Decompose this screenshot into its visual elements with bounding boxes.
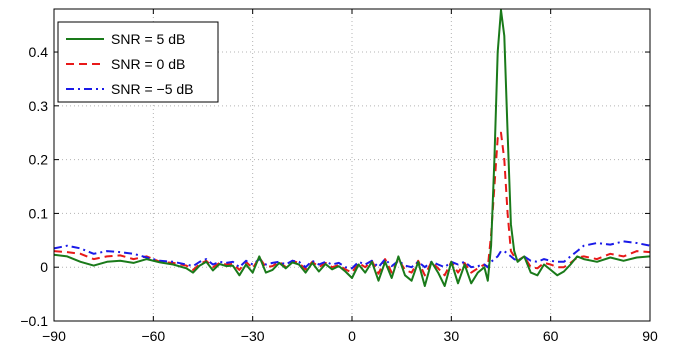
y-tick-label: 0 (40, 259, 48, 275)
y-tick-label: 0.4 (29, 44, 49, 60)
series-line-snr-0 (53, 131, 651, 277)
y-tick-label: 0.1 (29, 205, 49, 221)
legend: SNR = 5 dB SNR = 0 dB SNR = −5 dB (57, 21, 219, 103)
x-tick-label: −30 (241, 328, 265, 344)
y-tick-label: 0.2 (29, 152, 49, 168)
axis-ticks: −90 −60 −30 0 30 60 90 −0.1 0 0.1 0.2 0.3 0.4 (20, 9, 658, 344)
legend-label-snr-5: SNR = 5 dB (111, 31, 185, 47)
legend-label-snr-0: SNR = 0 dB (111, 56, 185, 72)
series-line-snr-minus5 (53, 240, 651, 270)
y-tick-label: −0.1 (20, 313, 48, 329)
x-tick-label: −90 (42, 328, 66, 344)
legend-label-snr-minus5: SNR = −5 dB (111, 81, 194, 97)
series-line-snr-5 (53, 9, 651, 287)
y-tick-label: 0.3 (29, 98, 49, 114)
x-tick-label: 90 (642, 328, 658, 344)
x-tick-label: −60 (141, 328, 165, 344)
x-tick-label: 60 (543, 328, 559, 344)
plot-area (53, 9, 651, 287)
x-tick-label: 30 (444, 328, 460, 344)
x-tick-label: 0 (348, 328, 356, 344)
